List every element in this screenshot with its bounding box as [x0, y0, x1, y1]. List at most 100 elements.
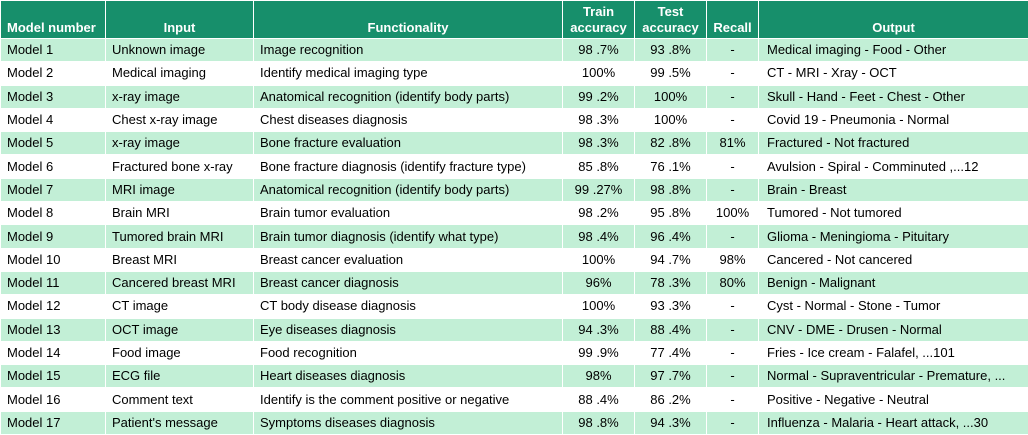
cell-test-accuracy: 86 .2%: [634, 387, 707, 412]
table-row: Model 12 CT image CT body disease diagnosi…: [0, 294, 1028, 319]
cell-test-accuracy: 88 .4%: [634, 317, 707, 342]
column-header-recall: Recall: [706, 0, 759, 39]
column-header-text: Train: [582, 4, 615, 19]
cell-output: Benign - Malignant: [758, 270, 1028, 296]
column-header-text: Recall: [713, 20, 752, 35]
column-header-text: Input: [163, 20, 196, 35]
cell-input: x-ray image: [105, 84, 254, 109]
table-row: Model 3 x-ray image Anatomical recognition…: [0, 84, 1028, 109]
table-row: Model 8 Brain MRI Brain tumor evaluation 98…: [0, 201, 1028, 226]
cell-output: Normal - Supraventricular - Premature, .…: [758, 364, 1028, 389]
cell-test-accuracy: 93 .3%: [634, 294, 707, 319]
cell-model-number: Model 7: [0, 177, 106, 203]
cell-test-accuracy: 99 .5%: [634, 61, 707, 86]
cell-output: Fries - Ice cream - Falafel, ...101: [758, 340, 1028, 366]
column-header-text: Functionality: [367, 20, 449, 35]
cell-test-accuracy: 94 .7%: [634, 247, 707, 272]
cell-model-number: Model 15: [0, 364, 106, 389]
cell-train-accuracy: 99 .27%: [562, 177, 635, 203]
cell-test-accuracy: 82 .8%: [634, 131, 707, 156]
cell-input: Chest x-ray image: [105, 107, 254, 133]
cell-model-number: Model 2: [0, 61, 106, 86]
cell-output: Covid 19 - Pneumonia - Normal: [758, 107, 1028, 133]
cell-model-number: Model 8: [0, 201, 106, 226]
cell-output: Fractured - Not fractured: [758, 131, 1028, 156]
cell-functionality: Bone fracture evaluation: [253, 131, 563, 156]
table-body: Model 1 Unknown image Image recognition 98 …: [0, 37, 1028, 435]
cell-test-accuracy: 77 .4%: [634, 340, 707, 366]
table-row: Model 11 Cancered breast MRI Breast cancer…: [0, 270, 1028, 296]
column-header-model-number: Model number: [0, 0, 106, 39]
cell-model-number: Model 10: [0, 247, 106, 272]
cell-test-accuracy: 76 .1%: [634, 154, 707, 179]
table-row: Model 4 Chest x-ray image Chest diseases d…: [0, 107, 1028, 133]
cell-train-accuracy: 96%: [562, 270, 635, 296]
cell-test-accuracy: 98 .8%: [634, 177, 707, 203]
cell-output: Influenza - Malaria - Heart attack, ...3…: [758, 410, 1028, 435]
table-row: Model 6 Fractured bone x-ray Bone fracture…: [0, 154, 1028, 179]
cell-train-accuracy: 98%: [562, 364, 635, 389]
cell-train-accuracy: 98 .3%: [562, 107, 635, 133]
cell-input: Unknown image: [105, 37, 254, 63]
cell-model-number: Model 5: [0, 131, 106, 156]
column-header-text: Model number: [7, 20, 96, 35]
table-row: Model 13 OCT image Eye diseases diagnosis 9…: [0, 317, 1028, 342]
cell-functionality: Breast cancer diagnosis: [253, 270, 563, 296]
table-row: Model 10 Breast MRI Breast cancer evaluati…: [0, 247, 1028, 272]
cell-model-number: Model 17: [0, 410, 106, 435]
cell-output: Brain - Breast: [758, 177, 1028, 203]
table-header: Model number Input Functionality Train accur…: [0, 0, 1028, 39]
cell-model-number: Model 6: [0, 154, 106, 179]
cell-model-number: Model 3: [0, 84, 106, 109]
cell-functionality: Eye diseases diagnosis: [253, 317, 563, 342]
cell-test-accuracy: 95 .8%: [634, 201, 707, 226]
cell-recall: -: [706, 340, 759, 366]
cell-functionality: Food recognition: [253, 340, 563, 366]
column-header-text: Output: [872, 20, 915, 35]
cell-functionality: Heart diseases diagnosis: [253, 364, 563, 389]
cell-model-number: Model 1: [0, 37, 106, 63]
cell-functionality: CT body disease diagnosis: [253, 294, 563, 319]
cell-output: CT - MRI - Xray - OCT: [758, 61, 1028, 86]
cell-train-accuracy: 100%: [562, 247, 635, 272]
cell-recall: -: [706, 37, 759, 63]
table-row: Model 14 Food image Food recognition 99 .9%…: [0, 340, 1028, 366]
cell-functionality: Anatomical recognition (identify body pa…: [253, 177, 563, 203]
column-header-functionality: Functionality: [253, 0, 563, 39]
cell-train-accuracy: 100%: [562, 294, 635, 319]
cell-functionality: Brain tumor diagnosis (identify what typ…: [253, 224, 563, 249]
cell-train-accuracy: 99 .9%: [562, 340, 635, 366]
cell-functionality: Anatomical recognition (identify body pa…: [253, 84, 563, 109]
cell-functionality: Image recognition: [253, 37, 563, 63]
cell-input: Medical imaging: [105, 61, 254, 86]
cell-functionality: Chest diseases diagnosis: [253, 107, 563, 133]
column-header-test-accuracy: Test accuracy: [634, 0, 707, 39]
cell-input: Fractured bone x-ray: [105, 154, 254, 179]
table-row: Model 2 Medical imaging Identify medical i…: [0, 61, 1028, 86]
column-header-text: Test: [657, 4, 684, 19]
column-header-train-accuracy: Train accuracy: [562, 0, 635, 39]
table-row: Model 1 Unknown image Image recognition 98 …: [0, 37, 1028, 63]
cell-train-accuracy: 98 .3%: [562, 131, 635, 156]
cell-recall: 100%: [706, 201, 759, 226]
cell-test-accuracy: 78 .3%: [634, 270, 707, 296]
table-row: Model 7 MRI image Anatomical recognition (…: [0, 177, 1028, 203]
cell-test-accuracy: 94 .3%: [634, 410, 707, 435]
cell-output: CNV - DME - Drusen - Normal: [758, 317, 1028, 342]
cell-recall: -: [706, 224, 759, 249]
cell-model-number: Model 12: [0, 294, 106, 319]
cell-train-accuracy: 98 .8%: [562, 410, 635, 435]
table-row: Model 17 Patient's message Symptoms diseas…: [0, 410, 1028, 435]
cell-output: Skull - Hand - Feet - Chest - Other: [758, 84, 1028, 109]
cell-recall: -: [706, 177, 759, 203]
cell-train-accuracy: 99 .2%: [562, 84, 635, 109]
cell-model-number: Model 4: [0, 107, 106, 133]
cell-input: ECG file: [105, 364, 254, 389]
cell-input: MRI image: [105, 177, 254, 203]
cell-functionality: Bone fracture diagnosis (identify fractu…: [253, 154, 563, 179]
cell-input: Cancered breast MRI: [105, 270, 254, 296]
cell-input: Brain MRI: [105, 201, 254, 226]
cell-functionality: Breast cancer evaluation: [253, 247, 563, 272]
cell-recall: -: [706, 317, 759, 342]
